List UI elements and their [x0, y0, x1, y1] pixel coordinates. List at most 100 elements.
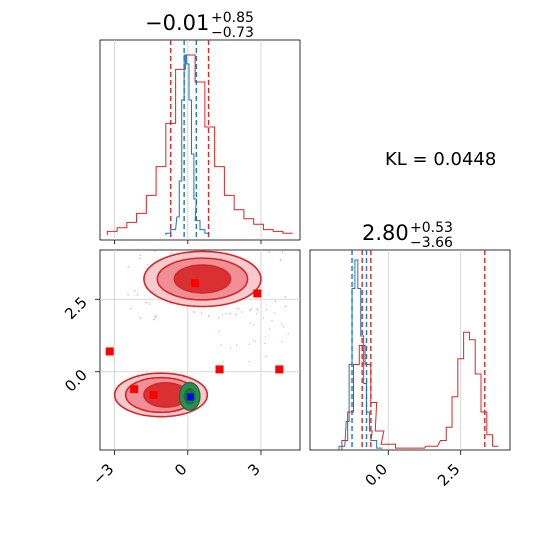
- joint-scatter-point: [136, 294, 139, 296]
- joint-scatter-point: [146, 263, 149, 266]
- marginal-y-tick-label: 2.5: [434, 460, 464, 490]
- joint-scatter-point: [139, 317, 142, 319]
- joint-scatter-point: [281, 251, 284, 253]
- joint-scatter-point: [153, 318, 155, 321]
- joint-scatter-point: [248, 343, 251, 345]
- joint-scatter-point: [200, 312, 203, 315]
- marginal-x-grid: [114, 40, 262, 240]
- marginal-y-title: 2.80: [362, 221, 409, 245]
- marginal-y-ticks: 0.0 2.5: [361, 450, 464, 490]
- joint-scatter-point: [287, 332, 290, 335]
- joint-scatter-point: [257, 309, 259, 311]
- joint-red-marker: [130, 385, 139, 394]
- joint-scatter-point: [222, 361, 224, 363]
- marginal-x-title-main: −0.01: [145, 11, 209, 35]
- joint-scatter-point: [148, 303, 151, 305]
- joint-scatter-point: [235, 313, 237, 316]
- marginal-x-title-sup: +0.85: [211, 10, 254, 26]
- joint-scatter-point: [140, 249, 143, 252]
- marginal-y-title-main: 2.80: [362, 221, 409, 245]
- joint-red-marker: [253, 289, 262, 298]
- joint-scatter-point: [268, 251, 270, 254]
- joint-x-tick-label: 0: [171, 460, 190, 479]
- joint-scatter-point: [264, 342, 266, 345]
- joint-x-tick-label: −3: [89, 460, 117, 488]
- marginal-x-title-sub: −0.73: [211, 25, 254, 41]
- marginal-x-hist-red: [106, 54, 293, 235]
- marginal-y-title-sup: +0.53: [410, 220, 453, 236]
- marginal-y-title-sub: −3.66: [410, 235, 453, 251]
- joint-scatter-point: [139, 257, 141, 260]
- marginal-x-frame: [99, 39, 301, 241]
- joint-scatter-point: [264, 336, 267, 338]
- joint-red-marker: [105, 347, 114, 356]
- marginal-y-panel: 0.0 2.5 2.80 +0.53 −3.66: [309, 220, 511, 490]
- marginal-x-title: −0.01: [145, 11, 209, 35]
- joint-scatter-point: [249, 309, 252, 311]
- joint-red-marker: [149, 390, 158, 399]
- joint-scatter-point: [280, 323, 283, 325]
- joint-blue-marker: [186, 393, 194, 401]
- joint-scatter-point: [145, 301, 147, 304]
- joint-scatter-point: [254, 340, 257, 343]
- joint-scatter-point: [221, 314, 224, 316]
- joint-scatter-point: [237, 307, 240, 310]
- joint-scatter-point: [282, 325, 285, 328]
- marginal-x-hist-blue: [165, 54, 210, 235]
- joint-red-marker: [215, 365, 224, 374]
- joint-scatter-point: [274, 300, 277, 302]
- joint-scatter-point: [235, 344, 238, 346]
- joint-scatter-point: [240, 311, 243, 313]
- joint-scatter-point: [248, 360, 251, 363]
- joint-scatter-point: [154, 250, 156, 252]
- joint-scatter-point: [130, 308, 132, 310]
- joint-scatter-point: [271, 319, 273, 322]
- kl-annotation: KL = 0.0448: [385, 149, 496, 170]
- joint-scatter-point: [218, 330, 221, 332]
- joint-scatter-point: [170, 252, 172, 254]
- joint-y-tick-label: 0.0: [61, 366, 91, 396]
- joint-markers: [105, 279, 284, 399]
- joint-x-tick-label: 3: [244, 460, 263, 479]
- joint-scatter-point: [284, 305, 287, 308]
- joint-red-marker: [275, 365, 284, 374]
- joint-scatter-point: [262, 317, 265, 319]
- marginal-x-series: [106, 40, 293, 240]
- marginal-y-hist-blue: [338, 259, 383, 450]
- joint-scatter-point: [264, 356, 267, 358]
- joint-panel: −3 0 3 0.0 2.5: [61, 249, 301, 488]
- joint-scatter-point: [265, 308, 268, 311]
- joint-y-tick-label: 2.5: [61, 293, 91, 323]
- joint-scatter-point: [133, 290, 136, 292]
- joint-scatter-point: [127, 266, 130, 268]
- joint-red-contour: [173, 264, 232, 294]
- joint-scatter-point: [139, 254, 141, 256]
- joint-scatter-point: [220, 343, 222, 346]
- joint-scatter-point: [207, 315, 210, 317]
- joint-scatter-point: [281, 341, 283, 343]
- joint-scatter-point: [218, 317, 220, 319]
- marginal-y-series: [338, 250, 499, 450]
- joint-scatter-point: [225, 313, 227, 315]
- marginal-x-ticks: [114, 240, 262, 244]
- marginal-y-hist-red: [341, 331, 499, 450]
- joint-scatter-point: [268, 328, 271, 330]
- joint-scatter-point: [155, 315, 157, 317]
- joint-red-marker: [191, 279, 200, 288]
- joint-scatter-point: [256, 307, 258, 310]
- joint-scatter-point: [250, 307, 253, 310]
- joint-scatter-point: [253, 339, 255, 342]
- joint-scatter-point: [279, 258, 282, 261]
- joint-scatter-point: [154, 316, 156, 318]
- joint-scatter-point: [192, 311, 195, 313]
- joint-scatter-point: [265, 355, 268, 357]
- marginal-x-panel: −0.01 +0.85 −0.73: [99, 10, 301, 244]
- joint-scatter-point: [255, 312, 258, 315]
- joint-scatter-point: [249, 322, 251, 324]
- joint-scatter-point: [127, 293, 129, 296]
- joint-scatter-point: [252, 324, 255, 327]
- marginal-y-tick-label: 0.0: [361, 460, 391, 490]
- joint-scatter-point: [229, 312, 232, 315]
- joint-scatter-point: [284, 296, 287, 298]
